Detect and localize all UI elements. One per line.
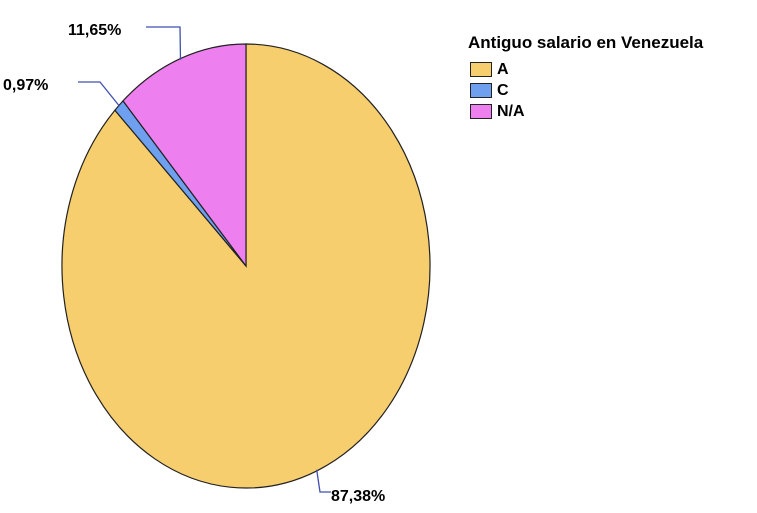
legend-swatch-na <box>470 104 492 119</box>
legend-swatch-c <box>470 83 492 98</box>
slice-value-labels: 87,38% 0,97% 11,65% <box>3 22 385 505</box>
legend-swatch-a <box>470 62 492 77</box>
legend-label-na: N/A <box>497 102 525 120</box>
leader-line-na <box>146 26 182 60</box>
legend-item-a: A <box>468 59 703 80</box>
legend-title: Antiguo salario en Venezuela <box>468 33 704 52</box>
leader-line-a <box>316 469 331 493</box>
leader-lines <box>78 26 331 493</box>
legend: Antiguo salario en Venezuela A C N/A <box>468 33 703 122</box>
slice-label-na: 11,65% <box>68 22 121 39</box>
leader-line-c <box>78 81 121 107</box>
legend-item-c: C <box>468 80 703 101</box>
slice-label-a: 87,38% <box>331 488 385 505</box>
legend-label-c: C <box>497 81 509 99</box>
legend-label-a: A <box>497 60 509 78</box>
legend-item-na: N/A <box>468 101 703 122</box>
pie-slices <box>61 43 431 489</box>
slice-label-c: 0,97% <box>3 77 48 94</box>
